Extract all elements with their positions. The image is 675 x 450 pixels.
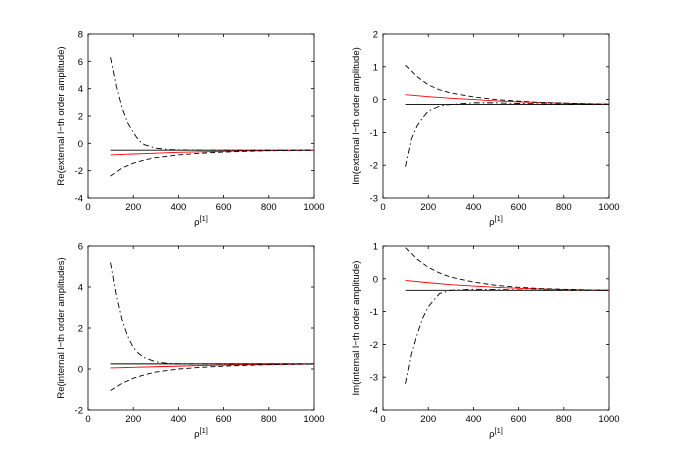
axes-frame: [382, 245, 610, 411]
y-axis-label: Re(internal l−th order amplitudes): [56, 257, 67, 398]
x-tick-label: 800: [261, 202, 277, 213]
subplot-1: 0 200 400 600 800 1000 -4 -2 0 2 4 6 8 ρ[1] Re(externa…: [56, 30, 325, 229]
y-tick-label: -1: [370, 307, 378, 318]
series-group: [110, 57, 314, 177]
y-axis-label: Im(external l−th order amplitude): [351, 47, 362, 185]
y-tick-label: 0: [373, 274, 378, 285]
x-tick-label: 1000: [598, 202, 619, 213]
x-tick-label: 400: [170, 202, 186, 213]
x-tick-label: 400: [465, 414, 481, 425]
y-tick-label: 4: [78, 84, 83, 95]
y-axis-label: Im(internal l−th order amplitude): [351, 261, 362, 396]
x-tick-label: 800: [556, 202, 572, 213]
x-tick-label: 200: [420, 414, 436, 425]
x-tick-label: 1000: [303, 202, 324, 213]
y-tick-label: 1: [373, 62, 378, 73]
x-axis-label-superscript: [1]: [200, 426, 208, 435]
y-tick-label: -2: [75, 406, 83, 417]
y-tick-label: -2: [75, 166, 83, 177]
x-tick-label: 400: [465, 202, 481, 213]
axes-frame: [87, 33, 315, 199]
series-group: [405, 64, 609, 167]
subplot-2: 0 200 400 600 800 1000 -3 -2 -1 0 1 2 ρ[1] Im(externa…: [351, 30, 620, 229]
y-tick-label: 0: [78, 139, 83, 150]
x-axis-label-superscript: [1]: [495, 214, 503, 223]
y-tick-label: 0: [78, 365, 83, 376]
x-tick-label: 800: [261, 414, 277, 425]
x-tick-label: 1000: [598, 414, 619, 425]
x-tick-label: 600: [511, 414, 527, 425]
x-axis-label-symbol: ρ: [489, 429, 495, 440]
y-tick-label: 2: [78, 324, 83, 335]
y-tick-label: -3: [370, 373, 378, 384]
series-group: [110, 262, 314, 391]
x-axis-label-symbol: ρ: [489, 217, 495, 228]
y-tick-label: 8: [78, 30, 83, 41]
y-tick-label: 6: [78, 57, 83, 68]
y-tick-label: -3: [370, 194, 378, 205]
x-tick-label: 600: [511, 202, 527, 213]
y-tick-label: 2: [78, 112, 83, 123]
x-tick-label: 0: [85, 414, 90, 425]
y-tick-label: -1: [370, 128, 378, 139]
series-line-dashed: [110, 149, 314, 177]
series-line-solid: [405, 279, 609, 291]
series-line-dashdot: [110, 57, 314, 151]
x-axis-label: ρ[1]: [489, 214, 503, 228]
x-axis-label: ρ[1]: [489, 426, 503, 440]
y-tick-label: 6: [78, 242, 83, 253]
series-line-dashed: [405, 247, 609, 291]
series-line-dashdot: [405, 288, 609, 384]
x-axis-label: ρ[1]: [194, 426, 208, 440]
x-tick-label: 1000: [303, 414, 324, 425]
axes-frame: [87, 245, 315, 411]
x-axis-label-superscript: [1]: [200, 214, 208, 223]
x-tick-label: 200: [125, 414, 141, 425]
axes-frame: [382, 33, 610, 199]
y-tick-label: -4: [370, 406, 378, 417]
x-tick-label: 600: [216, 202, 232, 213]
x-tick-label: 0: [85, 202, 90, 213]
x-tick-label: 0: [380, 202, 385, 213]
x-tick-label: 200: [125, 202, 141, 213]
y-axis-label: Re(external l−th order amplitude): [56, 46, 67, 185]
x-axis-label-superscript: [1]: [495, 426, 503, 435]
subplot-4: 0 200 400 600 800 1000 -4 -3 -2 -1 0 1 ρ[1] Im(intern…: [351, 242, 620, 441]
y-tick-label: 1: [373, 242, 378, 253]
series-line-solid: [110, 363, 314, 369]
series-line-dashed: [110, 363, 314, 391]
x-tick-label: 800: [556, 414, 572, 425]
y-tick-label: 2: [373, 30, 378, 41]
series-line-dashdot: [405, 102, 609, 167]
series-line-dashed: [405, 64, 609, 105]
x-axis-label-symbol: ρ: [194, 217, 200, 228]
x-tick-label: 600: [216, 414, 232, 425]
x-tick-label: 400: [170, 414, 186, 425]
y-tick-label: 0: [373, 95, 378, 106]
y-tick-label: -4: [75, 194, 83, 205]
y-tick-label: -2: [370, 340, 378, 351]
x-axis-label-symbol: ρ: [194, 429, 200, 440]
x-axis-label: ρ[1]: [194, 214, 208, 228]
series-line-dashdot: [110, 262, 314, 365]
series-group: [405, 247, 609, 384]
y-tick-label: 4: [78, 283, 83, 294]
x-tick-label: 200: [420, 202, 436, 213]
x-tick-label: 0: [380, 414, 385, 425]
series-line-solid: [405, 94, 609, 105]
y-tick-label: -2: [370, 161, 378, 172]
